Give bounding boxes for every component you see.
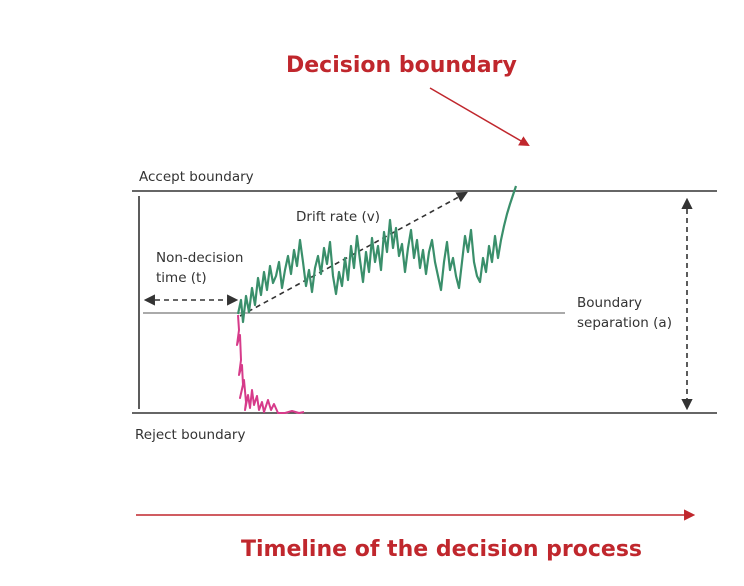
title-pointer-arrow	[429, 87, 530, 147]
accept-diffusion-path	[236, 185, 518, 324]
drift-rate-label: Drift rate (v)	[296, 209, 381, 225]
non-decision-label-line2: time (t)	[156, 270, 207, 286]
diagram-title: Decision boundary	[286, 53, 517, 78]
accept-boundary-label: Accept boundary	[139, 169, 254, 185]
boundary-separation-label-line2: separation (a)	[577, 315, 672, 331]
boundary-separation-label-line1: Boundary	[577, 295, 643, 311]
reject-diffusion-path	[236, 314, 305, 414]
non-decision-label-line1: Non-decision	[156, 250, 244, 266]
timeline-label: Timeline of the decision process	[241, 537, 643, 562]
reject-boundary-label: Reject boundary	[135, 427, 246, 443]
